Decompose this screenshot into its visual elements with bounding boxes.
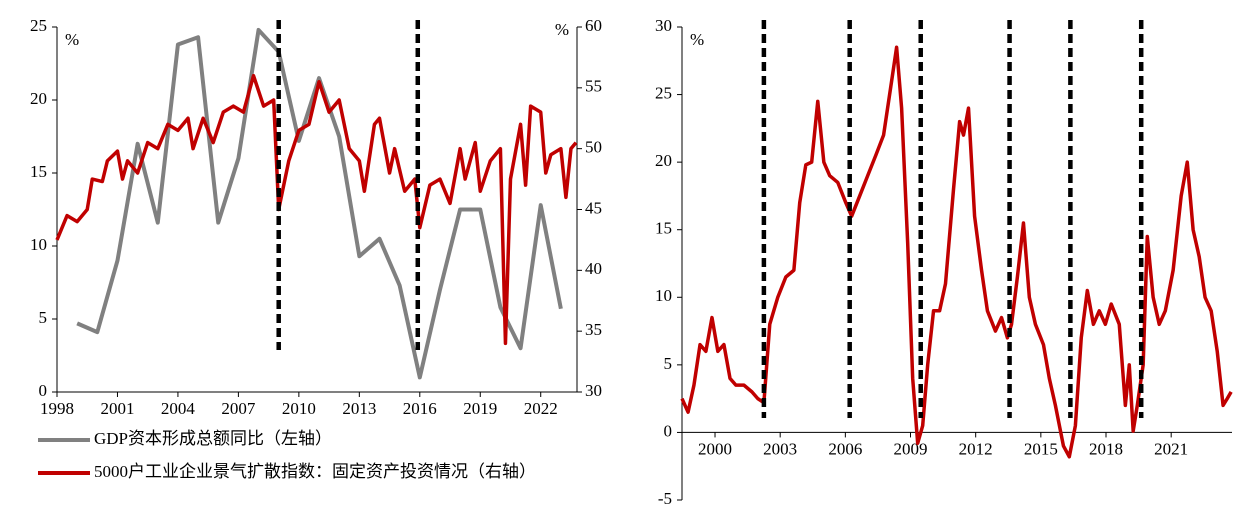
y-tick-label: 15: [30, 162, 47, 181]
y2-tick-label: 35: [585, 320, 602, 339]
legend: GDP资本形成总额同比（左轴） 5000户工业企业景气扩散指数：固定资产投资情况（…: [38, 428, 618, 494]
y2-axis-unit: %: [555, 20, 569, 39]
x-tick-label: 2006: [828, 439, 862, 458]
x-tick-label: 2009: [894, 439, 928, 458]
x-tick-label: 2007: [221, 399, 256, 418]
x-tick-label: 2010: [282, 399, 316, 418]
y-tick-label: 0: [39, 381, 48, 400]
y2-tick-label: 30: [585, 381, 602, 400]
legend-item: GDP资本形成总额同比（左轴）: [38, 428, 618, 449]
y-tick-label: 5: [39, 308, 48, 327]
data-line: [76, 27, 563, 380]
x-tick-label: 2003: [763, 439, 797, 458]
y-tick-label: 25: [655, 83, 672, 102]
y-axis-unit: %: [65, 30, 79, 49]
y-tick-label: 10: [30, 235, 47, 254]
legend-swatch: [38, 471, 90, 475]
y2-tick-label: 50: [585, 138, 602, 157]
y-axis-unit: %: [690, 30, 704, 49]
data-line: [680, 45, 1233, 459]
x-tick-label: 2012: [959, 439, 993, 458]
x-tick-label: 2004: [161, 399, 196, 418]
x-tick-label: 2019: [463, 399, 497, 418]
y2-tick-label: 45: [585, 198, 602, 217]
x-tick-label: 2022: [524, 399, 558, 418]
legend-swatch: [38, 438, 90, 442]
y-tick-label: 15: [655, 219, 672, 238]
y-tick-label: 10: [655, 286, 672, 305]
y-tick-label: 30: [655, 16, 672, 35]
y2-tick-label: 55: [585, 77, 602, 96]
x-tick-label: 2018: [1089, 439, 1123, 458]
y-tick-label: 20: [655, 151, 672, 170]
legend-label: GDP资本形成总额同比（左轴）: [94, 429, 333, 448]
x-tick-label: 2001: [100, 399, 134, 418]
y-tick-label: 0: [664, 421, 673, 440]
y-tick-label: 5: [664, 354, 673, 373]
x-tick-label: 2013: [342, 399, 376, 418]
x-tick-label: 2000: [698, 439, 732, 458]
y-tick-label: 20: [30, 89, 47, 108]
y2-tick-label: 60: [585, 16, 602, 35]
legend-label: 5000户工业企业景气扩散指数：固定资产投资情况（右轴）: [94, 462, 536, 481]
x-tick-label: 1998: [40, 399, 74, 418]
y2-tick-label: 40: [585, 259, 602, 278]
legend-item: 5000户工业企业景气扩散指数：固定资产投资情况（右轴）: [38, 461, 618, 482]
data-line: [55, 73, 578, 346]
y-tick-label: 25: [30, 16, 47, 35]
y-tick-label: -5: [658, 489, 672, 508]
x-tick-label: 2015: [1024, 439, 1058, 458]
x-tick-label: 2021: [1154, 439, 1188, 458]
x-tick-label: 2016: [403, 399, 437, 418]
